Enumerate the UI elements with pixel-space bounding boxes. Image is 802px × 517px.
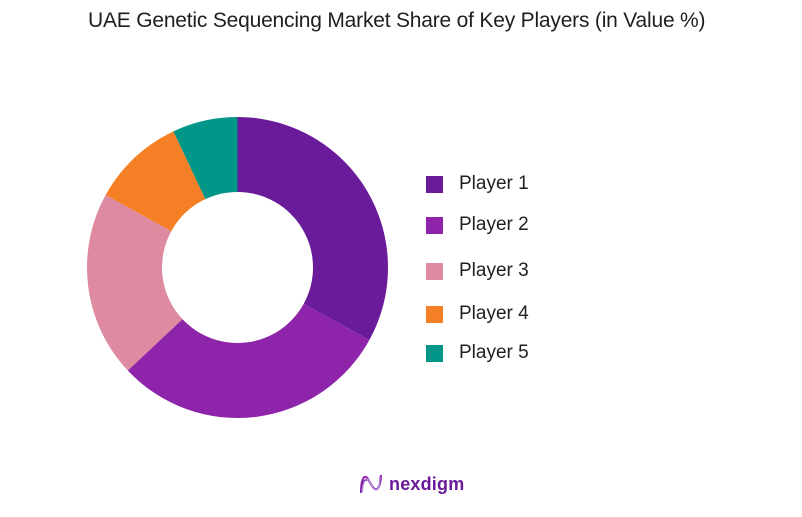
chart-title: UAE Genetic Sequencing Market Share of K… — [88, 9, 706, 32]
donut-slice-player-2 — [127, 303, 370, 418]
donut-slice-player-1 — [237, 117, 389, 341]
legend-item-player-4: Player 4 — [426, 303, 529, 325]
legend-swatch — [426, 305, 443, 323]
legend-item-player-3: Player 3 — [426, 260, 529, 282]
legend-swatch — [426, 344, 443, 362]
donut-slice-player-5 — [173, 117, 238, 200]
legend-label: Player 1 — [459, 173, 529, 194]
legend-swatch — [426, 262, 443, 280]
legend-label: Player 4 — [459, 303, 529, 324]
legend-item-player-1: Player 1 — [426, 173, 529, 195]
nexdigm-wave-logo-icon — [360, 474, 382, 494]
brand-name: nexdigm — [389, 473, 465, 494]
legend-item-player-2: Player 2 — [426, 214, 529, 236]
legend-label: Player 3 — [459, 260, 529, 281]
donut-slice-player-3 — [87, 194, 183, 371]
donut-slices — [87, 117, 389, 418]
legend-item-player-5: Player 5 — [426, 342, 529, 364]
legend-label: Player 2 — [459, 214, 529, 235]
legend-swatch — [426, 216, 443, 234]
donut-slice-player-4 — [105, 131, 206, 232]
brand-logo: nexdigm — [359, 473, 464, 495]
legend-label: Player 5 — [459, 342, 529, 363]
legend-swatch — [426, 175, 443, 193]
